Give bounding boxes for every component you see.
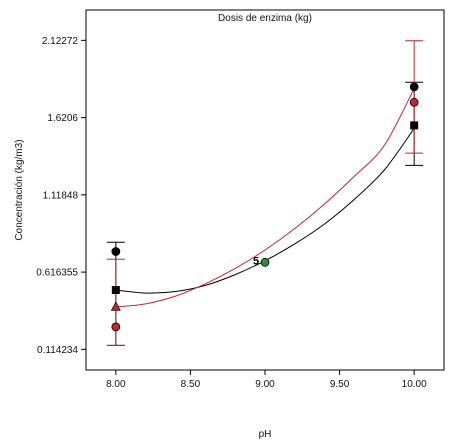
series-1-point-triangle	[110, 301, 121, 311]
series-0-point-circle	[111, 247, 121, 256]
y-tick-label: 0.616355	[36, 268, 78, 279]
center-point-label: 5	[253, 255, 259, 267]
series-0-point-circle	[409, 82, 419, 92]
y-tick-label: 1.6206	[47, 113, 78, 124]
points-layer: 5	[110, 82, 419, 332]
curves-layer	[115, 88, 415, 308]
x-tick-label: 9.00	[255, 379, 275, 390]
chart-title: Dosis de enzima (kg)	[218, 13, 312, 24]
x-axis-ticks: 8.00 8.50 9.00 9.50 10.00	[106, 370, 427, 390]
center-point	[260, 257, 270, 267]
series-1-curve	[115, 88, 415, 308]
y-axis-label: Concentración (kg/m3)	[14, 139, 25, 240]
series-0-point-square	[111, 286, 120, 294]
x-tick-label: 8.50	[181, 379, 201, 390]
error-bars-layer	[106, 40, 424, 346]
x-tick-label: 10.00	[402, 379, 427, 390]
series-1-point-circle	[409, 97, 419, 107]
x-tick-label: 8.00	[106, 379, 126, 390]
y-axis-ticks: 0.114234 0.616355 1.11848 1.6206 2.12272	[36, 36, 86, 356]
y-tick-label: 2.12272	[42, 36, 79, 47]
x-axis-label: pH	[259, 429, 272, 440]
series-1-point-circle	[111, 322, 121, 332]
plot-area-frame	[85, 9, 445, 371]
x-tick-label: 9.50	[330, 379, 350, 390]
series-0-curve	[115, 128, 415, 294]
series-0-point-square	[410, 121, 419, 130]
y-tick-label: 1.11848	[43, 190, 79, 201]
y-tick-label: 0.114234	[37, 345, 78, 356]
